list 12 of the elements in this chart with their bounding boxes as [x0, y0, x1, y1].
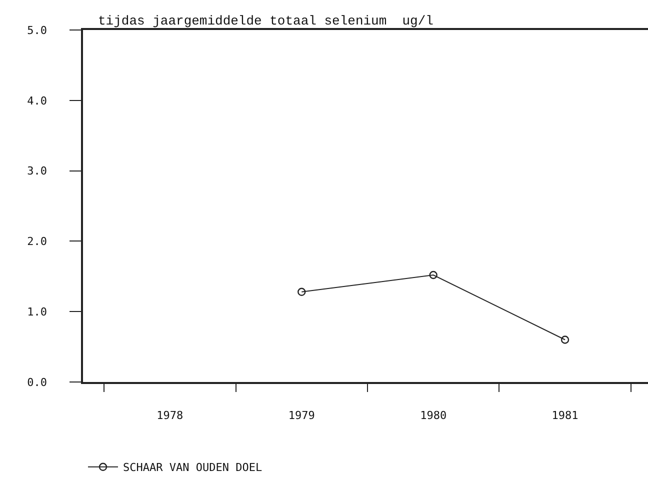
legend-label: SCHAAR VAN OUDEN DOEL: [123, 461, 262, 474]
x-tick-label: 1980: [420, 408, 447, 422]
x-tick-label: 1981: [552, 408, 578, 422]
y-tick-label: 3.0: [27, 164, 48, 178]
y-tick-label: 5.0: [27, 24, 48, 37]
x-tick-label: 1979: [288, 408, 315, 422]
y-tick-label: 4.0: [27, 94, 48, 108]
x-tick-label: 1978: [156, 408, 184, 422]
y-tick-label: 2.0: [27, 235, 48, 248]
y-tick-label: 1.0: [27, 305, 48, 318]
y-tick-label: 0.0: [27, 376, 48, 389]
chart-title: tijdas jaargemiddelde totaal selenium ug/l: [98, 14, 434, 29]
